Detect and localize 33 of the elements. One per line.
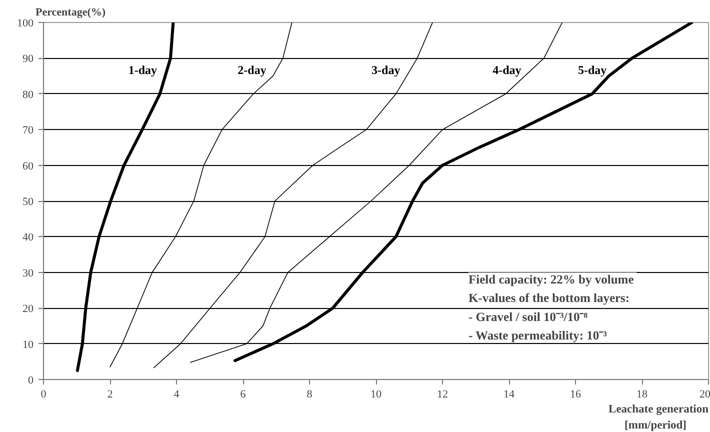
series-label: 4-day [492,62,522,77]
y-tick-label: 30 [22,267,34,280]
y-tick-label: 100 [17,18,34,30]
y-axis-title: Percentage(%) [36,6,106,18]
x-tick-label: 20 [700,388,710,400]
annotation: K-values of the bottom layers: [468,291,630,306]
y-tick-label: 50 [22,196,34,208]
x-tick-label: 4 [174,388,180,400]
x-tick-label: 18 [636,388,648,400]
y-tick-label: 20 [22,303,34,316]
x-tick-label: 10 [370,388,382,400]
x-tick-label: 2 [107,388,113,400]
x-tick-label: 6 [240,388,246,400]
y-tick-label: 60 [22,160,34,172]
y-tick-label: 70 [22,124,34,137]
series-label: 1-day [128,62,158,77]
annotation: - Gravel / soil 10⁻³/10⁻⁸ [468,310,588,324]
annotation: Field capacity: 22% by volume [468,272,634,286]
y-tick-label: 0 [28,374,34,386]
series-label: 3-day [372,62,400,77]
x-tick-label: 8 [306,388,313,400]
x-tick-label: 16 [570,388,582,400]
annotation: - Waste permeability: 10⁻³ [468,328,608,343]
y-tick-label: 10 [22,338,34,351]
x-tick-label: 12 [437,388,448,400]
x-tick-label: 0 [40,388,47,400]
series-label: 5-day [578,62,607,77]
y-tick-label: 40 [22,232,34,244]
series-label: 2-day [238,62,266,77]
x-axis-title: Leachate generation [mm/period] [608,404,710,432]
x-tick-label: 14 [504,388,515,400]
y-tick-label: 80 [22,88,34,101]
y-tick-label: 90 [22,53,34,66]
